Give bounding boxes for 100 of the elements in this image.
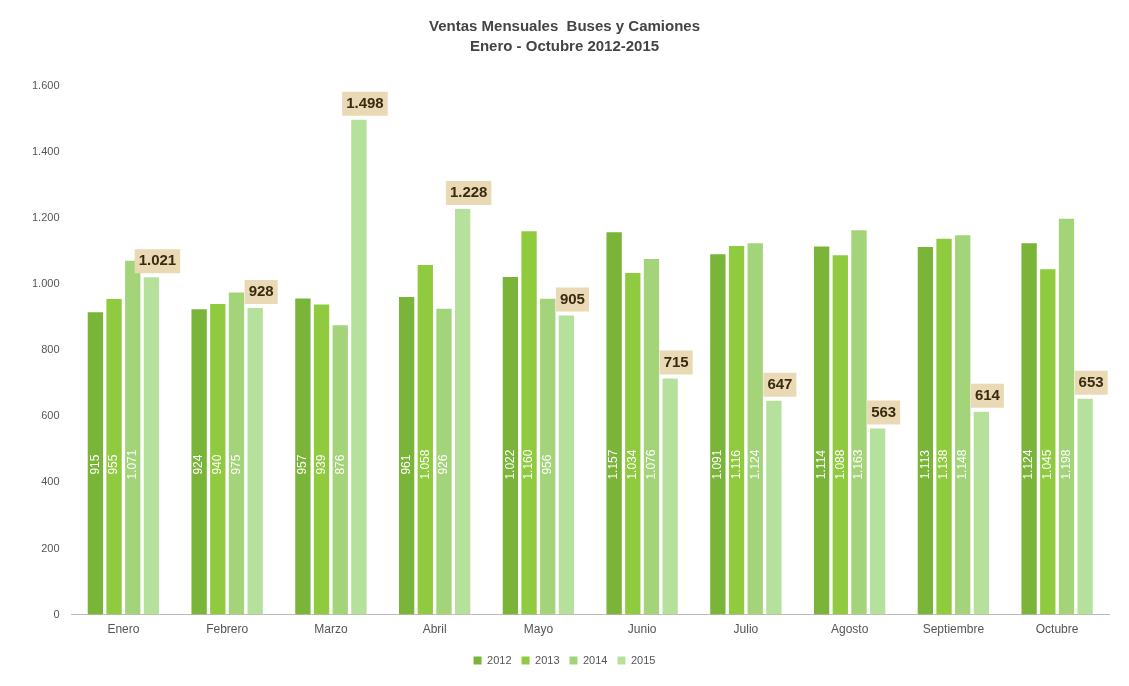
bar [917,246,934,615]
data-label: 653 [1078,373,1104,391]
data-label: 915 [87,454,102,475]
x-tick-label: Julio [733,622,759,637]
bar [1058,218,1075,615]
bar [540,298,556,615]
bar [143,277,160,615]
data-label: 1.138 [936,449,951,480]
bar [728,245,745,615]
data-label: 940 [210,454,225,475]
x-tick-label: Enero [107,622,140,637]
bar [106,299,122,615]
x-tick-label: Septiembre [922,622,985,637]
y-tick-label: 200 [41,541,60,554]
bar [813,246,830,615]
data-label: 1.157 [606,449,621,480]
bar [455,208,471,615]
bar [295,298,311,615]
bar [662,378,678,615]
y-tick-label: 400 [41,475,60,488]
x-tick-label: Mayo [523,622,554,637]
x-tick-label: Febrero [206,622,249,637]
data-label: 1.113 [917,449,932,480]
y-tick-label: 600 [41,409,60,422]
data-label: 1.198 [1058,449,1073,480]
data-label: 1.021 [138,251,177,269]
data-label: 924 [191,454,206,475]
data-label: 1.022 [502,449,517,480]
bar [191,309,207,615]
bar [1040,269,1056,615]
data-label: 647 [767,374,793,392]
bar [332,325,348,615]
data-label: 1.071 [125,449,140,480]
data-label: 1.160 [521,449,536,480]
y-tick-label: 800 [41,343,60,356]
data-label: 1.116 [728,449,743,480]
data-label: 1.228 [449,183,488,201]
data-label: 1.498 [346,93,384,111]
data-label: 926 [436,454,451,475]
data-label: 1.045 [1040,449,1055,480]
y-tick-label: 1.000 [32,277,60,290]
bar [606,232,622,615]
data-label: 905 [559,289,585,307]
data-label: 975 [228,454,243,475]
chart-subtitle: Enero - Octubre 2012-2015 [469,37,660,55]
data-label: 715 [663,352,689,370]
bar [210,304,226,615]
bar [869,428,886,615]
bar [955,235,971,615]
bar [247,308,263,615]
data-label: 1.124 [1021,449,1036,480]
bar [973,411,990,615]
bar [710,254,726,615]
data-label: 1.088 [832,449,847,480]
data-label: 1.034 [625,449,640,480]
bar [558,315,575,615]
bar [1077,398,1093,615]
data-label: 1.076 [643,449,658,480]
data-label: 957 [295,454,310,475]
data-label: 614 [974,385,1001,403]
data-label: 939 [313,454,328,475]
bar [851,230,867,615]
legend-label: 2015 [630,653,656,666]
bar [1021,243,1037,615]
bar [502,276,519,615]
legend-label: 2012 [487,653,512,666]
bar [351,119,367,615]
x-tick-label: Abril [422,622,447,637]
chart-title: Ventas Mensuales Buses y Camiones [429,17,700,35]
y-tick-label: 1.200 [32,211,60,224]
data-label: 961 [398,454,413,475]
bar [643,259,660,615]
x-tick-label: Agosto [830,622,869,637]
legend-label: 2013 [535,653,560,666]
data-label: 955 [106,454,121,475]
bar [228,292,245,615]
data-label: 1.148 [955,449,970,480]
y-tick-label: 0 [53,607,60,620]
x-tick-label: Octubre [1035,622,1079,637]
data-label: 1.124 [747,449,762,480]
data-label: 956 [540,454,555,475]
bar [436,308,452,615]
bar [936,238,952,615]
data-label: 876 [332,454,347,475]
data-label: 563 [871,402,897,420]
bar [87,312,104,615]
bar [747,243,763,615]
x-tick-label: Junio [627,622,657,637]
bar [398,297,415,615]
data-label: 1.058 [417,449,432,480]
data-label: 928 [248,282,274,300]
bar [125,260,141,615]
bar [832,255,848,615]
x-tick-label: Marzo [314,622,348,637]
legend-label: 2014 [583,653,608,666]
bar [625,272,641,615]
data-label: 1.091 [710,449,725,480]
bar [417,265,433,615]
bar [766,400,782,615]
data-label: 1.114 [813,449,828,480]
